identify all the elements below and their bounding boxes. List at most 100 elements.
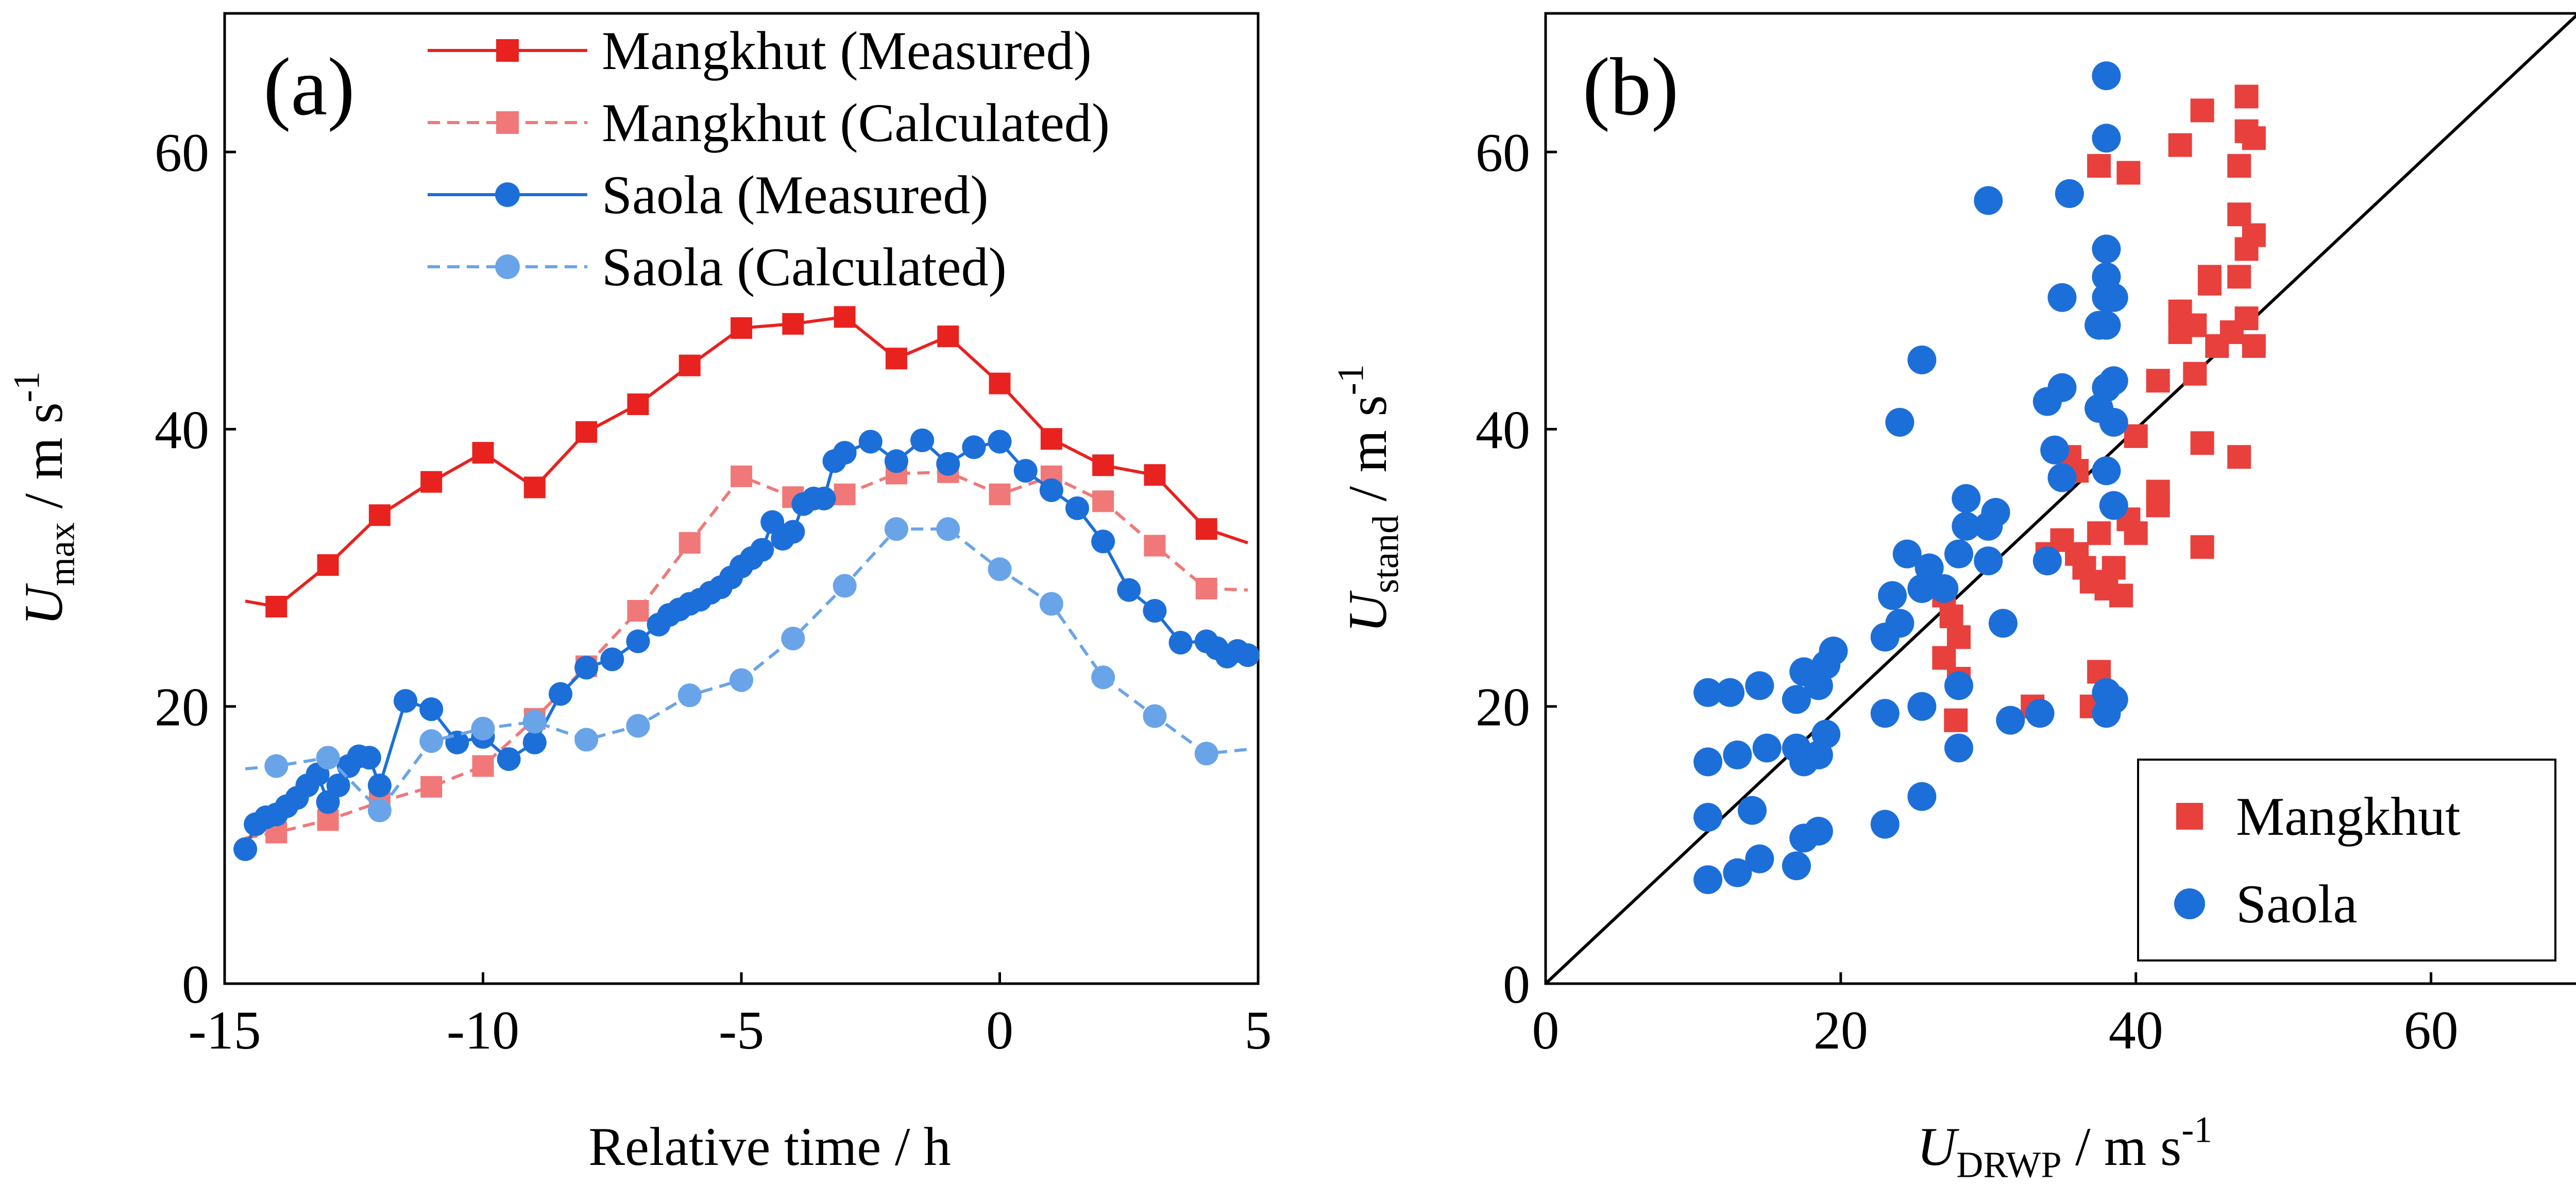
scatter-point-b <box>2047 283 2077 312</box>
legend-box-b <box>2137 759 2556 961</box>
data-point-a <box>1092 490 1114 512</box>
data-point-a <box>750 538 774 562</box>
scatter-point-b <box>1932 646 1956 670</box>
scatter-point-b <box>2124 424 2148 448</box>
data-point-a <box>988 557 1012 581</box>
scatter-point-b <box>1944 671 1973 700</box>
data-point-a <box>884 449 908 473</box>
data-point-a <box>326 774 350 798</box>
scatter-point-b <box>1782 685 1811 714</box>
data-point-a <box>1065 496 1089 520</box>
legend-marker-b <box>2174 888 2205 919</box>
panel-a-line-chart: -15 -10 -5 0 5 0 20 40 60 Relative time / h Umax /… <box>6 12 1272 1177</box>
data-point-a <box>677 683 702 708</box>
data-point-a <box>419 697 444 722</box>
scatter-point-b <box>1939 604 1963 628</box>
y-tick-label-a: 20 <box>155 677 209 737</box>
scatter-point-b <box>1738 796 1767 825</box>
scatter-point-b <box>2124 521 2148 545</box>
y-tick-label-b: 40 <box>1476 400 1530 460</box>
data-point-a <box>357 746 381 770</box>
y-axis-label-a: Umax / m s-1 <box>6 371 82 625</box>
data-point-a <box>522 730 547 754</box>
data-point-a <box>368 504 391 526</box>
legend-marker-a <box>495 182 520 207</box>
data-point-a <box>523 476 546 499</box>
legend-label-b: Mangkhut <box>2236 786 2461 847</box>
scatter-point-b <box>2190 98 2214 123</box>
scatter-point-b <box>1892 539 1922 569</box>
data-point-a <box>367 798 392 822</box>
data-point-a <box>1039 478 1063 502</box>
scatter-point-b <box>2099 283 2128 312</box>
data-point-a <box>731 465 752 487</box>
data-point-a <box>265 595 287 617</box>
scatter-point-b <box>1885 407 1914 437</box>
series-b-1 <box>1693 61 2128 895</box>
legend-label-a: Mangkhut (Measured) <box>602 21 1092 81</box>
data-point-a <box>1195 577 1217 599</box>
legend-a: Mangkhut (Measured) Mangkhut (Calculated)… <box>428 21 1110 297</box>
data-point-a <box>812 487 836 510</box>
scatter-point-b <box>2087 154 2111 178</box>
legend-b: Mangkhut Saola <box>2137 759 2556 961</box>
scatter-point-b <box>2234 306 2259 331</box>
data-point-a <box>858 430 883 454</box>
data-point-a <box>884 517 908 541</box>
scatter-point-b <box>2092 61 2121 91</box>
scatter-point-b <box>1693 865 1723 895</box>
scatter-point-b <box>2227 202 2251 227</box>
scatter-point-b <box>2227 265 2251 289</box>
y-axis-label-b: Ustand / m s-1 <box>1330 364 1406 632</box>
data-point-a <box>1143 599 1167 623</box>
scatter-point-b <box>1974 546 2003 576</box>
x-axis-label-b-part: U <box>1917 1117 1960 1177</box>
y-axis-label-b-part: stand <box>1365 515 1406 593</box>
x-tick-label-a: 5 <box>1245 1000 1272 1060</box>
x-tick-label-b: 0 <box>1532 1000 1560 1060</box>
y-axis-label-b-part: U <box>1337 590 1398 633</box>
data-point-a <box>834 306 856 328</box>
data-point-a <box>1195 518 1217 540</box>
scatter-point-b <box>1819 637 1848 666</box>
x-tick-label-a: -5 <box>719 1000 764 1060</box>
data-point-a <box>1013 459 1038 483</box>
scatter-point-b <box>1752 733 1782 763</box>
data-point-a <box>1168 630 1193 655</box>
scatter-point-b <box>2168 133 2192 157</box>
data-point-a <box>731 317 752 339</box>
x-axis-label-b-part: -1 <box>2181 1109 2212 1150</box>
data-point-a <box>1144 464 1166 486</box>
scatter-point-b <box>1974 186 2003 215</box>
y-axis-label-b-part: -1 <box>1330 364 1371 395</box>
data-point-a <box>1117 578 1141 602</box>
scatter-point-b <box>1723 740 1752 769</box>
series-a-0 <box>245 306 1248 617</box>
data-point-a <box>394 689 418 713</box>
data-point-a <box>936 452 960 476</box>
scatter-point-b <box>2055 179 2084 208</box>
scatter-point-b <box>1723 858 1752 887</box>
scatter-point-b <box>2190 535 2214 559</box>
scatter-point-b <box>1870 699 1900 728</box>
scatter-point-b <box>1929 574 1959 603</box>
data-point-a <box>627 393 649 415</box>
y-axis-label-a-part: -1 <box>6 371 47 402</box>
data-point-a <box>574 728 599 752</box>
scatter-point-b <box>2242 334 2266 358</box>
data-point-a <box>989 483 1011 505</box>
x-axis-label-b-part: DRWP <box>1956 1144 2061 1185</box>
data-point-a <box>781 626 805 650</box>
legend-label-b: Saola <box>2236 874 2358 934</box>
data-point-a <box>419 729 444 753</box>
scatter-point-b <box>2227 445 2251 469</box>
scatter-point-b <box>2190 431 2214 455</box>
data-point-a <box>317 554 339 576</box>
y-tick-label-a: 40 <box>155 400 209 460</box>
series-a-3 <box>245 517 1248 822</box>
x-axis-label-b-part: / m s <box>2062 1117 2182 1177</box>
data-point-a <box>937 325 959 348</box>
data-point-a <box>679 354 701 376</box>
scatter-point-b <box>2087 521 2111 545</box>
